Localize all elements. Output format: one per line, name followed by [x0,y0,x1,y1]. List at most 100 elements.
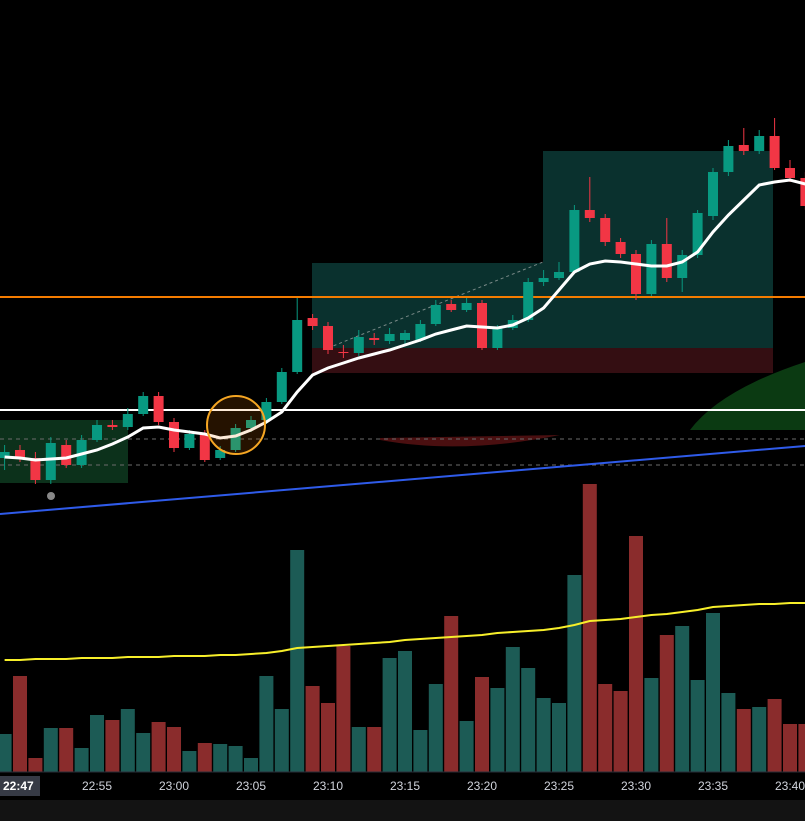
candle-body [708,172,718,216]
marker-dot [47,492,55,500]
x-tick-label: 23:30 [621,779,651,793]
volume-bar [105,720,120,772]
volume-bar [613,691,628,772]
volume-bar [244,758,258,772]
volume-bar [598,684,613,772]
volume-bar [552,703,566,772]
volume-bar [444,616,459,772]
candle-body [538,278,549,282]
volume-bar [490,688,505,772]
volume-bar [536,698,551,772]
volume-bar [259,676,274,772]
volume-bar [213,744,228,772]
volume-bar [659,635,674,772]
candle-body [138,396,149,414]
volume-bar [675,626,690,772]
highlight-circle [206,395,266,455]
candle-body [446,304,457,310]
volume-bar [367,727,382,772]
candle-body [492,328,503,348]
volume-bar [721,693,736,772]
volume-bar [783,724,797,772]
candle-body [723,146,734,172]
candle-body [738,145,749,151]
volume-bar [706,613,720,772]
candle-body [400,333,410,340]
volume-bar [690,680,705,772]
cloud [690,362,805,430]
volume-bar [336,646,351,772]
candle-body [122,414,133,427]
x-tick-label: 23:00 [159,779,189,793]
volume-bar [28,758,43,772]
candle-body [153,396,164,422]
volume-bar [629,536,643,772]
candle-body [230,428,241,450]
candle-body [92,425,102,440]
crosshair-label: 22:47 [3,779,34,793]
bottom-bar [0,800,805,821]
x-tick-label: 23:20 [467,779,497,793]
candle-body [384,334,395,341]
volume-bar [197,743,212,772]
candle-body [800,178,805,206]
candle-body [15,450,25,458]
candle-body [323,326,333,350]
volume-bar [74,748,89,772]
candle-body [184,434,195,448]
candle-body [369,338,380,340]
crosshair-label-box [0,776,40,796]
profit-zone [312,263,543,348]
volume-bar [382,658,397,772]
candle-body [631,254,641,294]
volume-bar [736,709,751,772]
candle-body [107,425,118,427]
candle-body [661,244,672,278]
candle-body [430,305,441,324]
candle-body [677,255,688,278]
candle-body [415,324,426,340]
volume-bar [120,709,135,772]
profit-zone [543,151,773,348]
volume-bar [505,647,520,772]
candle-body [769,136,780,168]
volume-bar [167,727,181,772]
volume-bar [305,686,320,772]
volume-bar [274,709,289,772]
ema-line [4,178,805,462]
volume-bar [0,734,12,772]
volume-bar [13,676,27,772]
volume-bar [228,746,243,772]
candle-body [600,218,611,242]
volume-bar [567,575,582,772]
loss-zone [543,348,773,373]
trend-line [0,445,805,515]
candle-body [554,272,564,278]
x-tick-label: 23:15 [390,779,420,793]
candle-body [615,242,626,254]
candle-body [199,434,210,460]
candle-body [785,168,795,178]
candle-body [307,318,318,326]
volume-bar [321,703,335,772]
volume-bar [398,651,412,772]
candle-body [61,445,72,465]
volume-bar [413,730,428,772]
candle-body [215,450,226,458]
volume-bar [582,484,597,772]
volume-bar [182,751,197,772]
volume-bar [90,715,104,772]
x-tick-label: 23:25 [544,779,574,793]
volume-bar [752,707,767,772]
volume-bar [521,668,536,772]
volume-bar [459,721,474,772]
volume-bar [644,678,659,772]
volume-bar [136,733,151,772]
volume-bar [290,550,305,772]
x-tick-label: 23:10 [313,779,343,793]
x-tick-label: 23:35 [698,779,728,793]
x-tick-label: 23:05 [236,779,266,793]
candle-body [246,420,256,428]
candle-body [692,213,703,255]
